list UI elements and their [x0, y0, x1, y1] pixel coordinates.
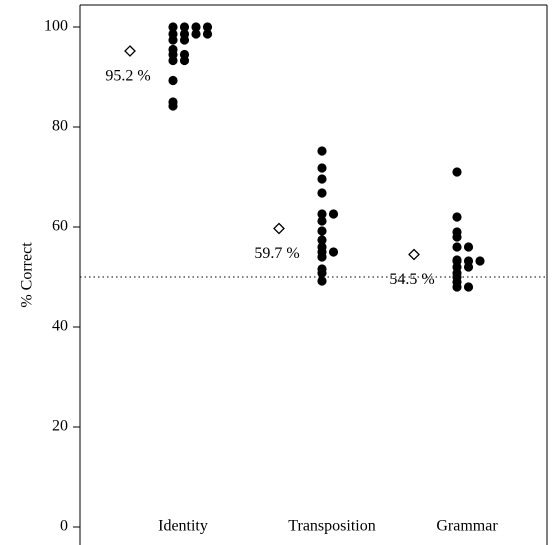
mean-marker [124, 45, 136, 57]
data-point [317, 163, 327, 173]
data-point [317, 276, 327, 286]
mean-label: 95.2 % [105, 68, 150, 85]
data-point [179, 22, 190, 32]
mean-label: 54.5 % [389, 271, 434, 288]
data-point [317, 268, 327, 278]
data-point [328, 209, 339, 219]
data-point [168, 22, 178, 32]
data-point [191, 22, 201, 32]
y-tick-label: 40 [52, 318, 68, 335]
data-point [463, 242, 474, 252]
data-point [328, 247, 339, 257]
data-point [475, 256, 485, 266]
data-point [452, 212, 462, 222]
data-point [179, 55, 190, 66]
data-point [463, 282, 474, 292]
data-point [452, 282, 462, 292]
y-tick-label: 80 [52, 118, 68, 135]
mean-label: 59.7 % [254, 245, 299, 262]
data-point [168, 35, 178, 45]
y-tick-label: 0 [60, 518, 68, 535]
data-point [168, 75, 178, 86]
data-point [317, 174, 327, 184]
data-point [452, 232, 462, 242]
y-axis-label: % Correct [19, 242, 36, 308]
data-point [168, 55, 178, 66]
x-tick-label: Transposition [288, 518, 375, 535]
data-point [317, 235, 327, 245]
mean-marker [273, 222, 285, 235]
x-tick-label: Grammar [436, 518, 498, 535]
y-tick-label: 100 [44, 18, 68, 35]
data-point [202, 29, 213, 39]
data-point [317, 209, 327, 219]
data-point [463, 262, 474, 272]
data-point [452, 242, 462, 252]
data-point [452, 167, 462, 177]
data-point [317, 216, 327, 226]
data-point [179, 35, 190, 45]
x-tick-label: Identity [158, 518, 208, 535]
mean-marker [408, 248, 420, 261]
data-point [202, 22, 213, 32]
y-tick-label: 20 [52, 418, 68, 435]
data-point [317, 188, 327, 198]
data-point [191, 29, 201, 39]
data-point [317, 252, 327, 262]
y-tick-label: 60 [52, 218, 68, 235]
data-point [317, 146, 327, 156]
data-point [168, 101, 178, 111]
data-point [317, 226, 327, 236]
